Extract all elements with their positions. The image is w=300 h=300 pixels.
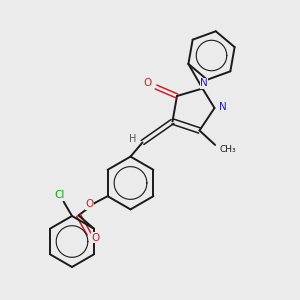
Text: N: N	[219, 101, 227, 112]
Text: O: O	[143, 78, 152, 88]
Text: O: O	[85, 199, 94, 209]
Text: N: N	[200, 78, 208, 88]
Text: H: H	[129, 134, 137, 144]
Text: Cl: Cl	[54, 190, 64, 200]
Text: O: O	[92, 232, 100, 243]
Text: CH₃: CH₃	[219, 145, 236, 154]
